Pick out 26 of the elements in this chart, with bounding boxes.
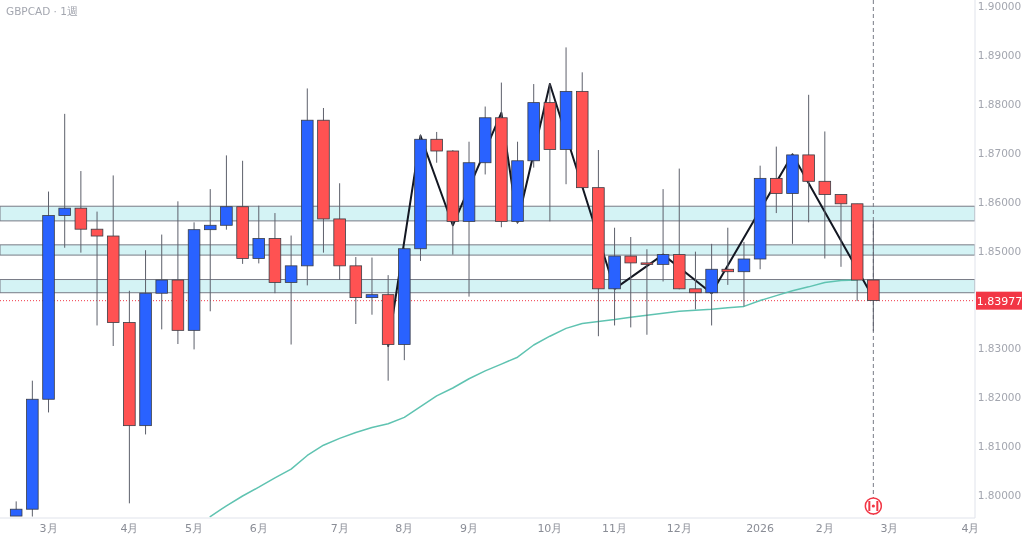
y-tick-label: 1.80000 bbox=[977, 489, 1022, 502]
y-tick-label: 1.86000 bbox=[977, 195, 1022, 208]
y-tick-label: 1.88000 bbox=[977, 98, 1022, 111]
text: GBPCAD · 1週 bbox=[6, 5, 78, 17]
y-tick-label: 1.87000 bbox=[977, 146, 1022, 159]
x-tick-label: 5月 bbox=[185, 522, 204, 535]
y-tick-label: 1.89000 bbox=[977, 49, 1022, 62]
x-tick-label: 7月 bbox=[330, 522, 349, 535]
x-tick-label: 4月 bbox=[961, 522, 980, 535]
price-tag: 1.83977 bbox=[976, 291, 1023, 310]
x-tick-label: 12月 bbox=[666, 522, 692, 535]
y-tick-label: 1.82000 bbox=[977, 391, 1022, 404]
x-tick-label: 6月 bbox=[249, 522, 268, 535]
y-tick-label: 1.90000 bbox=[977, 0, 1022, 13]
y-tick-label: 1.85000 bbox=[977, 244, 1022, 257]
x-tick-label: 3月 bbox=[39, 522, 58, 535]
y-tick-label: 1.81000 bbox=[977, 440, 1022, 453]
x-tick-label: 10月 bbox=[537, 522, 563, 535]
x-tick-label: 2026 bbox=[746, 522, 775, 535]
x-tick-label: 9月 bbox=[460, 522, 479, 535]
x-tick-label: 11月 bbox=[602, 522, 628, 535]
x-tick-label: 3月 bbox=[880, 522, 899, 535]
x-tick-label: 8月 bbox=[395, 522, 414, 535]
x-tick-label: 4月 bbox=[120, 522, 139, 535]
x-tick-label: 2月 bbox=[815, 522, 834, 535]
y-tick-label: 1.83000 bbox=[977, 342, 1022, 355]
